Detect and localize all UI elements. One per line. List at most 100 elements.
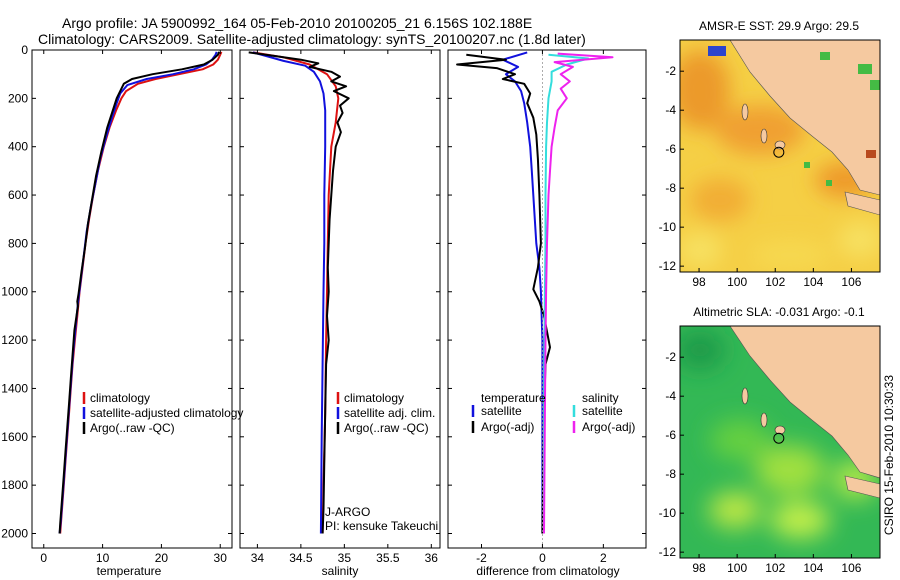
difference-ticks: -2 0 2 [448, 49, 646, 565]
sst-map-xtick-label: 102 [765, 275, 785, 289]
sst-mask-pixel [866, 150, 876, 158]
sla-island [741, 387, 749, 405]
sla-map-ytick-label: -10 [659, 506, 677, 520]
sst-map-ytick-label: -12 [659, 259, 677, 273]
difference-legend-sal-argo-label: Argo(-adj) [582, 420, 635, 434]
difference-lines [456, 50, 614, 548]
sla-map-ytick-label: -6 [665, 428, 676, 442]
sst-map-ytick-label: -8 [665, 181, 676, 195]
sla-map-xtick-label: 100 [727, 561, 747, 575]
sst-mask-pixel [858, 64, 872, 74]
salinity-xlabel: salinity [322, 564, 359, 578]
sla-blob [709, 492, 761, 528]
salinity-xtick-label: 36 [425, 551, 439, 565]
sla-map-ytick-label: -2 [665, 350, 676, 364]
sst-warm-blobs [680, 50, 880, 271]
sla-map-frame [679, 325, 881, 559]
sla-map-ytick-label: -8 [665, 467, 676, 481]
sst-map-xtick-label: 100 [727, 275, 747, 289]
difference-xtick-label: 0 [539, 551, 546, 565]
temperature-series-line-1 [58, 51, 218, 534]
difference-series-line-2 [543, 53, 590, 534]
sst-map-title: AMSR-E SST: 29.9 Argo: 29.5 [699, 19, 859, 33]
temperature-legend: climatology satellite-adjusted climatolo… [82, 391, 243, 435]
temperature-ytick-label: 2000 [1, 526, 28, 540]
temperature-series-line-0 [59, 51, 223, 534]
sst-mask-pixel [804, 162, 810, 168]
sla-map-ticks: 98 100 102 104 106 -2 -4 -6 -8 -10 -12 [659, 350, 862, 575]
sst-cool-blob [680, 232, 722, 268]
salinity-plot-frame [239, 49, 441, 549]
temperature-panel: 0 10 20 30 0 200 400 600 800 1000 1200 1400 1600 1800… [1, 43, 243, 578]
salinity-legend-satellite-label: satellite adj. clim. [344, 406, 435, 420]
salinity-series-line-1 [252, 51, 327, 534]
sla-map-field [680, 326, 880, 558]
sst-land-sumatra [729, 40, 880, 196]
salinity-legend: climatology satellite adj. clim. Argo(..… [336, 391, 435, 435]
difference-legend: temperature satellite Argo(-adj) salinit… [471, 391, 635, 434]
temperature-ytick-label: 1200 [1, 333, 28, 347]
difference-plot-frame [447, 49, 647, 549]
sla-blob [710, 420, 770, 460]
temperature-xtick-label: 30 [214, 551, 228, 565]
difference-series-line-3 [543, 52, 614, 534]
sla-land-java [844, 475, 880, 499]
temperature-ytick-label: 800 [8, 236, 28, 250]
difference-panel: -2 0 2 difference from climatology tempera… [447, 49, 647, 578]
sst-map-argo-marker [773, 146, 785, 158]
difference-legend-temperature-title: temperature [481, 391, 546, 405]
sla-map-xtick-label: 98 [692, 561, 706, 575]
sst-warm-blob [680, 50, 730, 130]
salinity-xtick-label: 34 [251, 551, 265, 565]
difference-series-line-1 [456, 53, 551, 534]
sst-island [741, 103, 749, 121]
sst-cool-blob [838, 222, 880, 258]
sst-mask-pixel [826, 180, 832, 186]
temperature-ytick-label: 400 [8, 140, 28, 154]
salinity-ticks: 34 34.5 35 35.5 36 [240, 49, 440, 565]
difference-legend-temp-argo-label: Argo(-adj) [481, 420, 534, 434]
temperature-legend-climatology-label: climatology [90, 391, 150, 405]
difference-legend-sal-satellite-label: satellite [582, 404, 623, 418]
figure-title-line1: Argo profile: JA 5900992_164 05-Feb-2010… [62, 15, 532, 31]
sst-warm-blob [690, 178, 750, 222]
sla-map-xtick-label: 104 [803, 561, 823, 575]
sst-cool-blob [750, 239, 830, 271]
difference-xlabel: difference from climatology [476, 564, 619, 578]
sla-island [760, 412, 768, 428]
sst-map-frame [679, 39, 881, 273]
temperature-ticks: 0 10 20 30 0 200 400 600 800 1000 1200 1400 1600 1800… [1, 43, 232, 565]
sst-mask-pixel [870, 80, 880, 90]
salinity-xtick-label: 34.5 [289, 551, 313, 565]
difference-xtick-label: -2 [476, 551, 487, 565]
sst-land-mask-pixels [708, 46, 880, 186]
salinity-xtick-label: 35.5 [376, 551, 400, 565]
sst-mask-pixel [708, 46, 718, 56]
sst-map-ytick-label: -10 [659, 220, 677, 234]
sla-land-sumatra [729, 326, 880, 479]
temperature-ytick-label: 1600 [1, 430, 28, 444]
salinity-lines [248, 51, 350, 534]
salinity-legend-argo-label: Argo(..raw -QC) [344, 421, 429, 435]
temperature-xtick-label: 10 [96, 551, 110, 565]
difference-legend-salinity-title: salinity [582, 391, 619, 405]
sla-map-xtick-label: 106 [841, 561, 861, 575]
temperature-lines [58, 51, 223, 534]
salinity-panel: 34 34.5 35 35.5 36 salinity climatology sate… [239, 49, 441, 578]
temperature-ytick-label: 1000 [1, 285, 28, 299]
credit-program: J-ARGO [325, 505, 370, 519]
sst-argo-location [773, 146, 785, 158]
salinity-series-line-2 [248, 51, 350, 534]
difference-xtick-label: 2 [600, 551, 607, 565]
sla-map-ytick-label: -4 [665, 389, 676, 403]
temperature-series-line-2 [58, 51, 221, 534]
sst-map-xtick-label: 104 [803, 275, 823, 289]
side-timestamp: CSIRO 15-Feb-2010 10:30:33 [882, 375, 896, 535]
temperature-legend-argo-label: Argo(..raw -QC) [90, 421, 175, 435]
sla-map-argo-marker [773, 432, 785, 444]
sst-island [760, 128, 768, 144]
temperature-ytick-label: 600 [8, 188, 28, 202]
sla-map-title: Altimetric SLA: -0.031 Argo: -0.1 [693, 305, 865, 319]
sla-argo-location [773, 432, 785, 444]
